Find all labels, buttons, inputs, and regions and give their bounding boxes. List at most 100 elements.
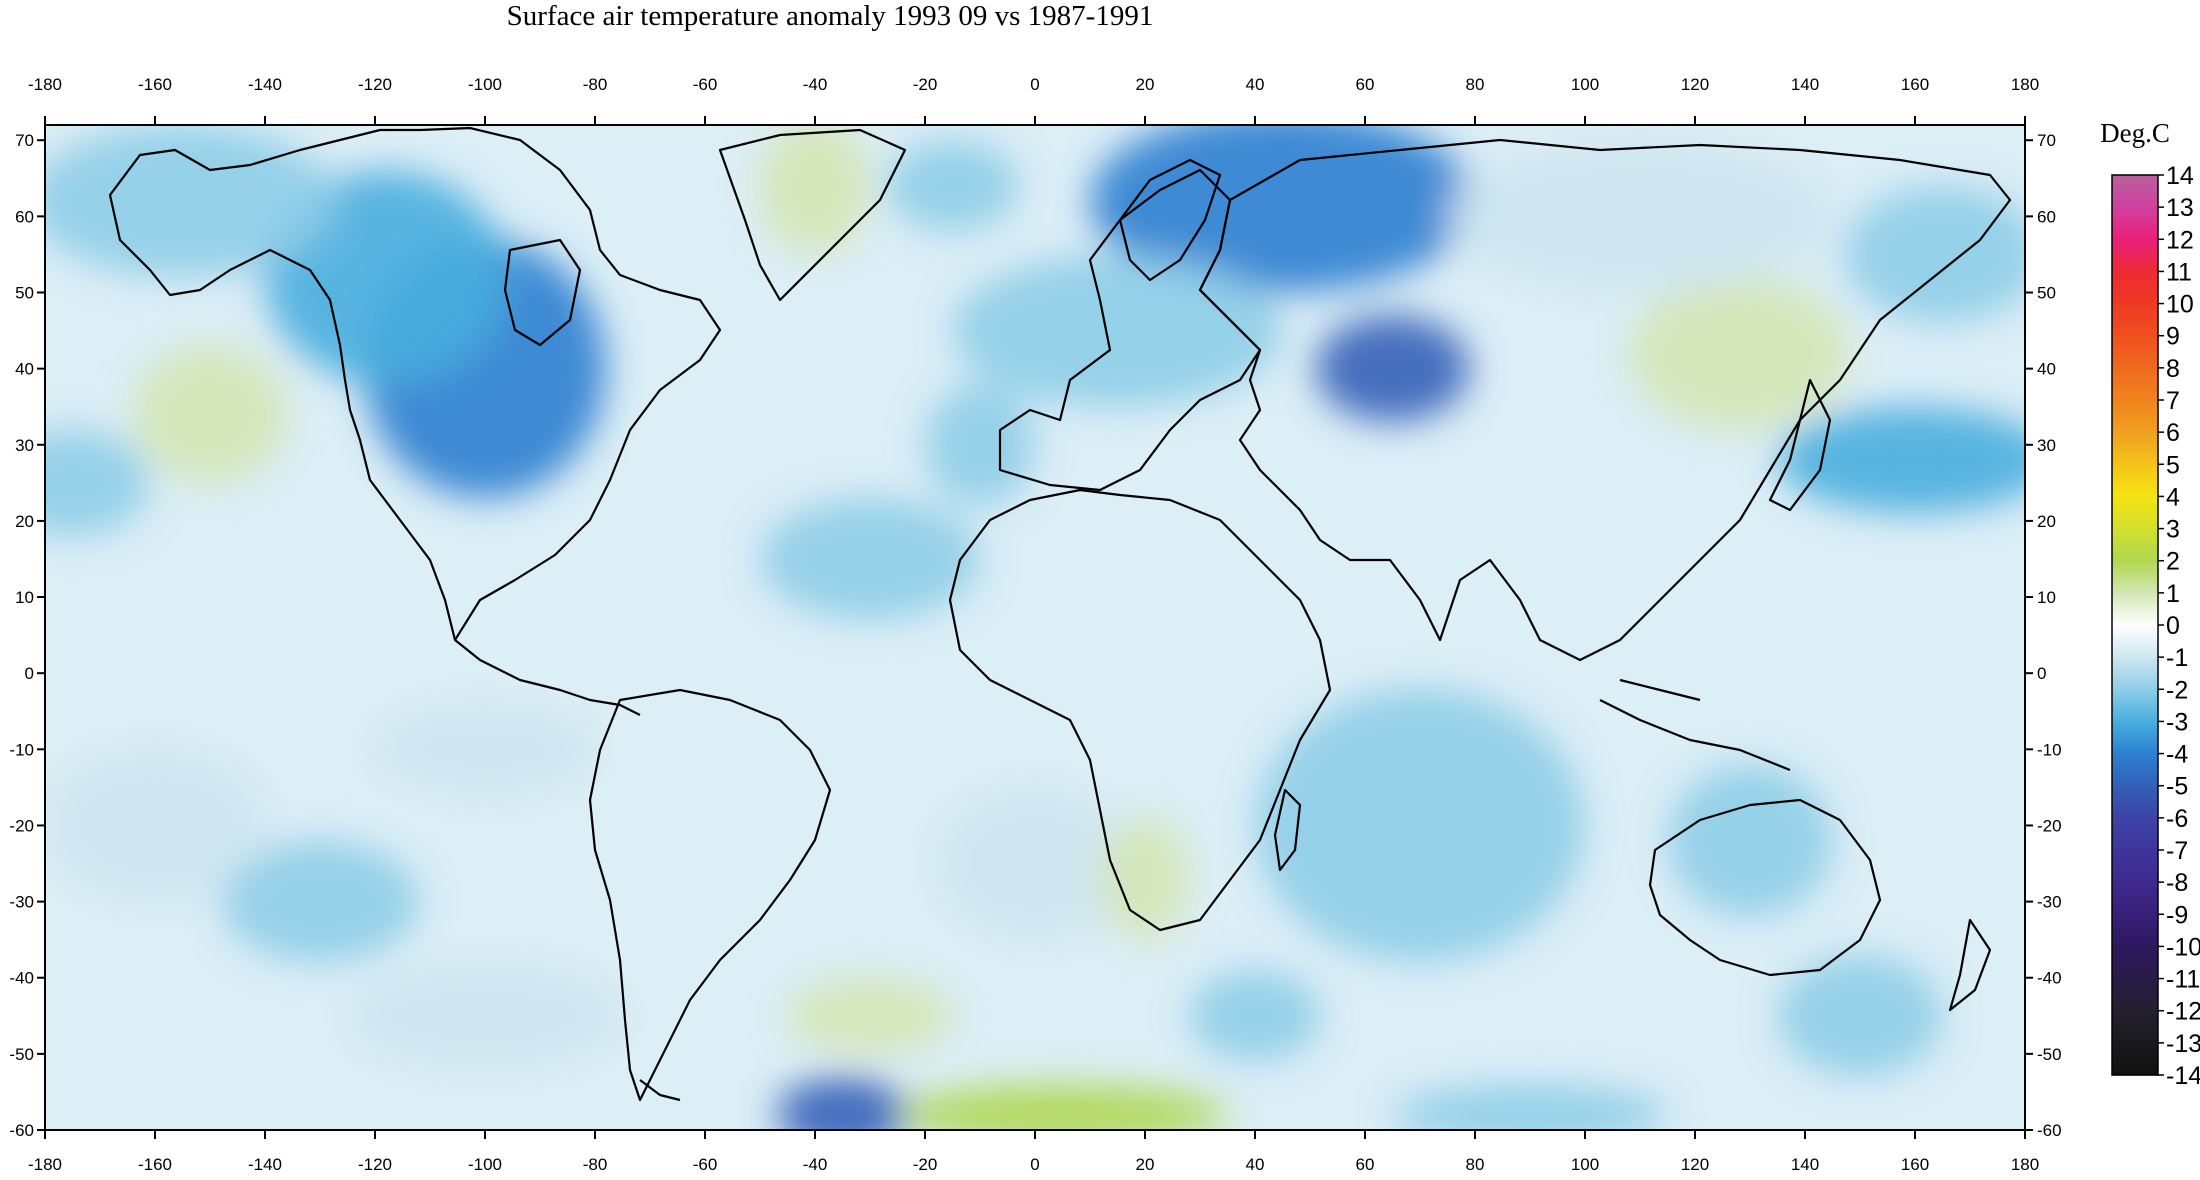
lon-tick-label-top: -80 (583, 75, 608, 94)
colorbar-swatch (2112, 753, 2158, 787)
lat-tick-label-left: 70 (15, 131, 34, 150)
colorbar-tick-label: 6 (2166, 419, 2180, 447)
lat-tick-label-right: 20 (2037, 512, 2056, 531)
longitude-ticks-bottom: -180 -160 -140 -120 -100 -80 -60 -40 -20 0 20 40 60 8… (28, 1130, 2039, 1174)
colorbar-swatch (2112, 239, 2158, 273)
colorbar-tick-label: 14 (2166, 162, 2194, 190)
lat-tick-label-right: -10 (2037, 740, 2062, 759)
anomaly-region-8 (1315, 315, 1470, 422)
anomaly-region-29 (1189, 970, 1321, 1062)
anomaly-region-20 (221, 840, 419, 963)
lon-tick-label-bottom: -120 (358, 1155, 392, 1174)
lat-tick-label-right: 70 (2037, 131, 2056, 150)
greenland-outline (718, 128, 907, 302)
south-america-outline (588, 688, 832, 1102)
lat-tick-label-left: -30 (9, 893, 34, 912)
colorbar-swatch (2112, 1042, 2158, 1076)
colorbar-tick-label: 13 (2166, 194, 2194, 222)
colorbar-swatch (2112, 303, 2158, 337)
colorbar-swatch (2112, 625, 2158, 658)
lon-tick-label-bottom: -160 (138, 1155, 172, 1174)
colorbar-swatch (2112, 560, 2158, 594)
map-frame (44, 124, 2026, 1131)
lat-tick-label-left: -40 (9, 969, 34, 988)
lon-tick-label-top: -140 (248, 75, 282, 94)
colorbar-tick-label: 3 (2166, 516, 2180, 544)
colorbar-swatch (2112, 978, 2158, 1012)
lon-tick-label-top: -160 (138, 75, 172, 94)
lat-tick-label-left: 60 (15, 207, 34, 226)
colorbar-tick-label: -2 (2166, 676, 2188, 704)
anomaly-region-13 (1777, 406, 2025, 514)
lat-tick-label-left: -60 (9, 1121, 34, 1140)
anomaly-region-3 (133, 345, 287, 483)
japan (1768, 378, 1832, 512)
anomaly-region-5 (760, 125, 870, 255)
lat-tick-label-left: 40 (15, 360, 34, 379)
colorbar-swatch (2112, 528, 2158, 562)
anomaly-field (45, 125, 2025, 1130)
colorbar-tick-label: -7 (2166, 837, 2188, 865)
colorbar-tick-label: 8 (2166, 355, 2180, 383)
colorbar-swatch (2112, 1010, 2158, 1044)
lon-tick-label-bottom: 40 (1246, 1155, 1265, 1174)
lat-tick-label-right: 10 (2037, 588, 2056, 607)
colorbar-swatch (2112, 367, 2158, 401)
lat-tick-label-left: 0 (25, 664, 34, 683)
lon-tick-label-top: 0 (1030, 75, 1039, 94)
lon-tick-label-top: -100 (468, 75, 502, 94)
lat-tick-label-left: -20 (9, 816, 34, 835)
lat-tick-label-left: -10 (9, 740, 34, 759)
colorbar-swatch (2112, 464, 2158, 498)
lon-tick-label-top: 120 (1681, 75, 1709, 94)
colorbar-labels: 14131211109876543210-1-2-3-4-5-6-7-8-9-1… (2158, 162, 2200, 1090)
colorbar-tick-label: -1 (2166, 644, 2188, 672)
lat-tick-label-right: -60 (2037, 1121, 2062, 1140)
colorbar: Deg.C 14131211109876543210-1-2-3-4-5-6-7… (2100, 118, 2200, 1090)
colorbar-tick-label: -8 (2166, 869, 2188, 897)
colorbar-tick-label: 2 (2166, 548, 2180, 576)
anomaly-region-6 (886, 140, 1019, 232)
lat-tick-label-right: 0 (2037, 664, 2046, 683)
anomaly-region-12 (1629, 277, 1849, 430)
colorbar-tick-label: 1 (2166, 580, 2180, 608)
anomaly-region-22 (347, 962, 623, 1070)
colorbar-tick-label: -6 (2166, 805, 2188, 833)
lat-tick-label-right: 30 (2037, 436, 2056, 455)
anomaly-region-9 (952, 254, 1283, 407)
colorbar-swatch (2112, 785, 2158, 819)
chart-title: Surface air temperature anomaly 1993 09 … (507, 0, 1154, 32)
anomaly-region-2 (45, 125, 337, 278)
scandinavia (1118, 158, 1222, 282)
anomaly-region-27 (375, 703, 595, 795)
lat-tick-label-right: 60 (2037, 207, 2056, 226)
anomaly-region-14 (1447, 140, 1833, 293)
asia-outline (1198, 138, 2012, 662)
anomaly-region-24 (897, 1084, 1228, 1130)
anomaly-region-21 (45, 749, 265, 902)
lon-tick-label-bottom: -180 (28, 1155, 62, 1174)
hudson-bay (503, 238, 582, 347)
lon-tick-label-bottom: 180 (2011, 1155, 2039, 1174)
lon-tick-label-bottom: 20 (1136, 1155, 1155, 1174)
tierra-del-fuego (639, 1079, 681, 1102)
colorbar-tick-label: 10 (2166, 291, 2194, 319)
colorbar-tick-label: 4 (2166, 483, 2180, 511)
colorbar-swatch (2112, 850, 2158, 883)
lon-tick-label-top: 160 (1901, 75, 1929, 94)
latitude-ticks-right: 70 60 50 40 30 20 10 0 -10 -20 -30 -40 -50 -60 (2025, 131, 2062, 1140)
lon-tick-label-top: -120 (358, 75, 392, 94)
colorbar-tick-label: -12 (2166, 998, 2200, 1026)
lon-tick-label-bottom: 80 (1466, 1155, 1485, 1174)
colorbar-swatch (2112, 914, 2158, 948)
colorbar-tick-label: 5 (2166, 451, 2180, 479)
colorbar-swatch (2112, 721, 2158, 755)
colorbar-swatch (2112, 271, 2158, 305)
lon-tick-label-top: 180 (2011, 75, 2039, 94)
lon-tick-label-top: -20 (913, 75, 938, 94)
lat-tick-label-left: 10 (15, 588, 34, 607)
anomaly-region-16 (1255, 688, 1585, 963)
colorbar-tick-label: -9 (2166, 901, 2188, 929)
anomaly-region-19 (1667, 764, 1833, 917)
lat-tick-label-right: -40 (2037, 969, 2062, 988)
